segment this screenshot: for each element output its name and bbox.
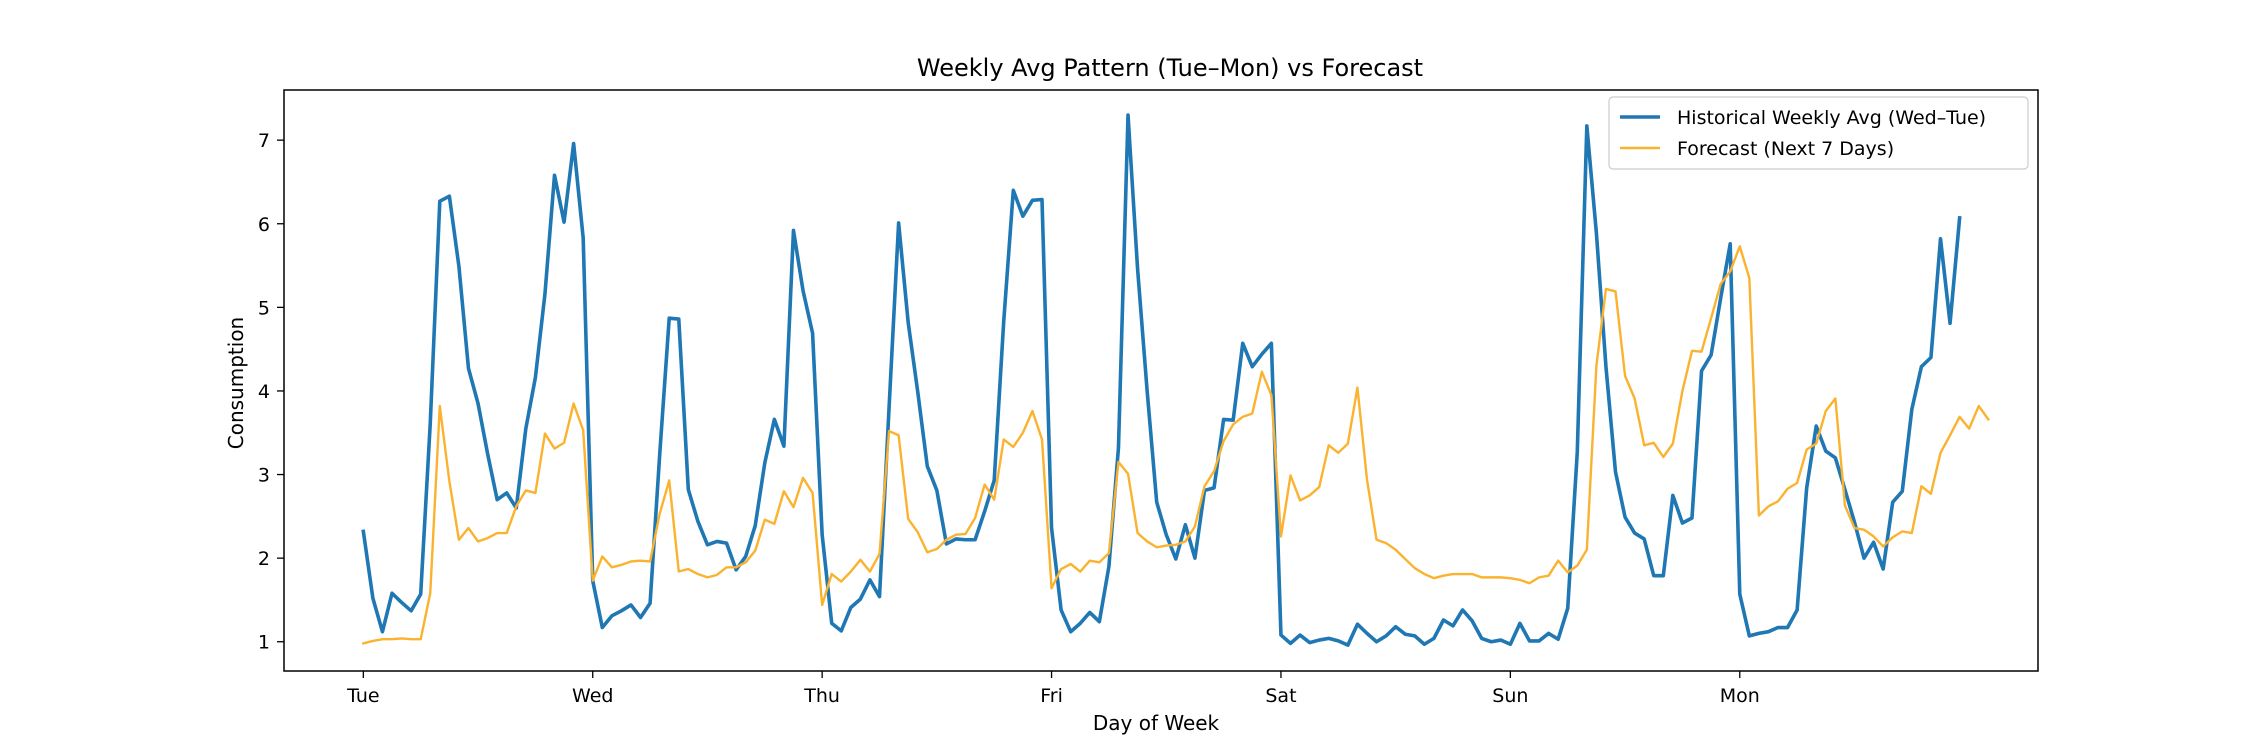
series-line-historical (361, 113, 1962, 647)
y-axis-ticks: 1 2 3 4 5 6 7 (258, 130, 284, 654)
legend-label: Historical Weekly Avg (Wed–Tue) (1677, 107, 1986, 129)
y-tick-label: 1 (258, 632, 270, 654)
plot-frame (283, 89, 2039, 672)
y-tick-label: 2 (258, 548, 270, 570)
x-axis-ticks: Tue Wed Thu Fri Sat Sun Mon (346, 671, 1760, 707)
legend: Historical Weekly Avg (Wed–Tue) Forecast … (1608, 96, 2029, 170)
y-tick-label: 4 (258, 381, 270, 403)
plot-area (283, 89, 2039, 672)
x-tick-label: Wed (572, 685, 613, 707)
x-tick-label: Sun (1492, 685, 1528, 707)
y-tick-label: 3 (258, 465, 270, 487)
x-tick-label: Mon (1720, 685, 1760, 707)
y-axis-label: Consumption (224, 317, 248, 449)
chart-title: Weekly Avg Pattern (Tue–Mon) vs Forecast (917, 54, 1423, 82)
x-tick-label: Fri (1040, 685, 1063, 707)
x-axis-label: Day of Week (1093, 711, 1220, 735)
legend-box (1608, 96, 2029, 170)
y-tick-label: 5 (258, 297, 270, 319)
y-tick-label: 6 (258, 214, 270, 236)
x-tick-label: Thu (803, 685, 840, 707)
legend-label: Forecast (Next 7 Days) (1677, 138, 1894, 160)
y-tick-label: 7 (258, 130, 270, 152)
x-tick-label: Tue (346, 685, 379, 707)
x-tick-label: Sat (1265, 685, 1296, 707)
series-line-forecast (361, 245, 1990, 645)
